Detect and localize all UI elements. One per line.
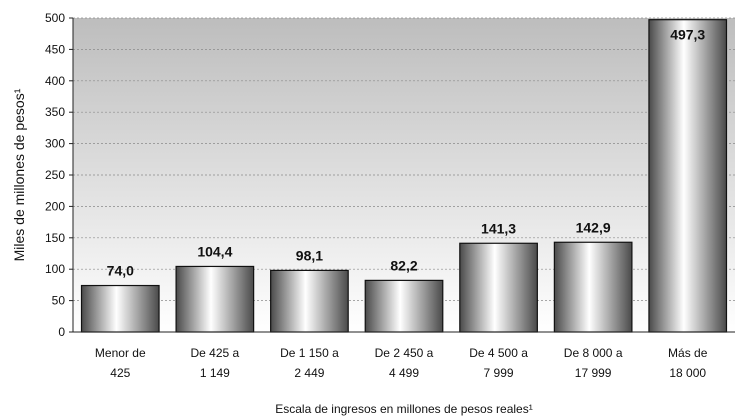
y-tick-label: 200 — [45, 199, 65, 213]
bar — [80, 284, 160, 333]
y-tick-label: 350 — [45, 105, 65, 119]
value-labels: 74,0 104,4 98,1 82,2 141,3 142,9 497,3 — [107, 27, 706, 279]
x-tick-label: Más de 18 000 — [668, 346, 708, 380]
y-tick-label: 100 — [45, 262, 65, 276]
bar — [270, 269, 349, 333]
y-tick-label: 0 — [58, 325, 65, 339]
y-tick-label: 300 — [45, 137, 65, 151]
y-axis-title: Miles de millones de pesos¹ — [11, 88, 27, 261]
data-label: 497,3 — [670, 27, 705, 43]
x-tick-label: Menor de 425 — [95, 346, 146, 380]
data-label: 82,2 — [390, 257, 417, 273]
y-tick-label: 400 — [45, 74, 65, 88]
bars — [80, 19, 728, 333]
y-tick-label: 50 — [52, 294, 66, 308]
data-label: 74,0 — [107, 263, 134, 279]
data-label: 142,9 — [576, 219, 611, 235]
y-tick-label: 150 — [45, 231, 65, 245]
y-tick-label: 450 — [45, 42, 65, 56]
y-tick-label: 250 — [45, 168, 65, 182]
x-tick-label: De 8 000 a 17 999 — [564, 346, 623, 380]
bar — [459, 242, 538, 333]
bar — [648, 19, 728, 333]
data-label: 141,3 — [481, 220, 516, 236]
x-axis-title: Escala de ingresos en millones de pesos … — [275, 402, 532, 416]
bar — [175, 265, 255, 333]
data-label: 98,1 — [296, 247, 323, 263]
bar — [553, 241, 633, 333]
data-label: 104,4 — [197, 243, 232, 259]
y-tick-label: 500 — [45, 11, 65, 25]
y-axis-ticks: 0 50 100 150 200 250 300 350 400 450 500 — [45, 11, 73, 339]
bar — [364, 279, 444, 333]
